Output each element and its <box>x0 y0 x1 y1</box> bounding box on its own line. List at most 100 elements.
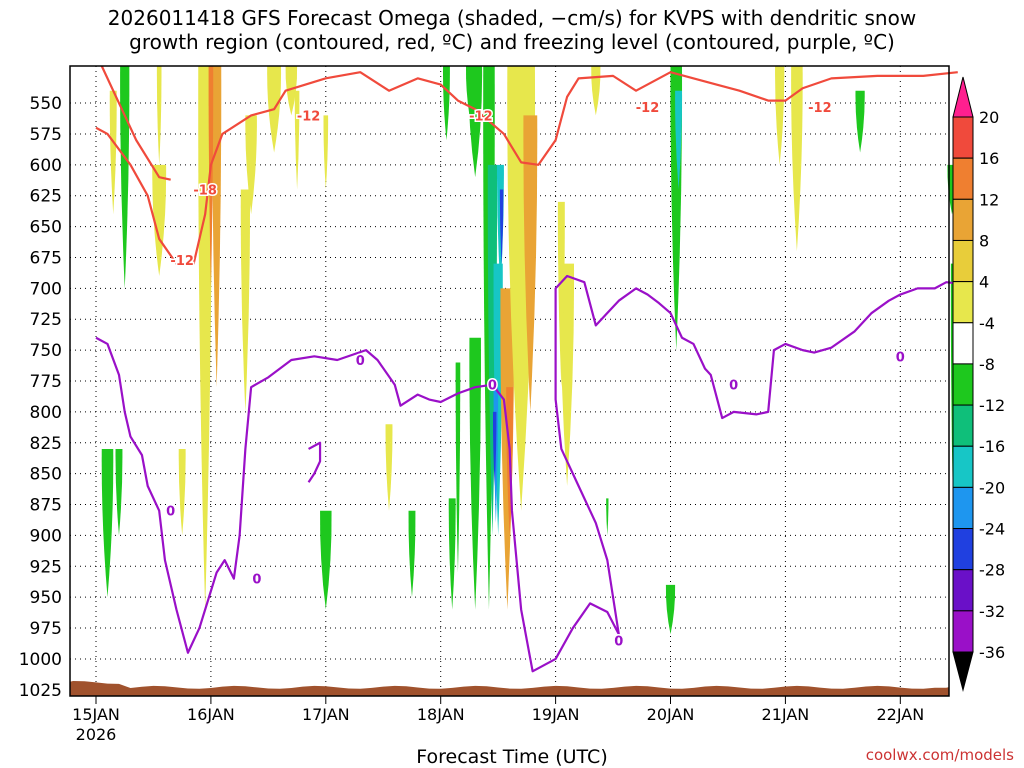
colorbar-label: -8 <box>979 355 995 374</box>
colorbar-segment <box>952 116 974 159</box>
omega-shade <box>285 66 298 116</box>
omega-shade <box>156 66 162 165</box>
omega-shade <box>675 90 683 190</box>
x-axis-label: Forecast Time (UTC) <box>416 746 608 768</box>
dendritic-contour-label: -12 <box>808 101 832 116</box>
colorbar-segment <box>952 445 974 488</box>
colorbar-segment <box>952 239 974 283</box>
colorbar-label: -20 <box>979 478 1005 497</box>
omega-shade <box>109 90 117 215</box>
y-tick-label: 750 <box>30 341 62 361</box>
colorbar-segment <box>952 198 974 241</box>
omega-shade <box>665 584 676 635</box>
colorbar-label: -24 <box>979 520 1005 539</box>
omega-shade <box>152 164 167 276</box>
y-tick-label: 600 <box>30 156 62 176</box>
freezing-contour-label: 0 <box>166 505 175 520</box>
omega-shade <box>245 115 257 215</box>
colorbar-segment <box>952 569 974 612</box>
dendritic-contour-label: -12 <box>636 101 660 116</box>
dendritic-contour <box>100 65 171 181</box>
y-tick-label: 825 <box>30 434 62 454</box>
omega-shade <box>791 66 803 252</box>
colorbar-label: -28 <box>979 561 1005 580</box>
x-year-label: 2026 <box>76 725 117 744</box>
freezing-contour-label: 0 <box>252 573 261 588</box>
y-tick-label: 975 <box>30 619 62 639</box>
colorbar-label: 8 <box>979 231 989 250</box>
freezing-level-contour <box>95 274 958 673</box>
omega-shade <box>855 90 865 153</box>
omega-shade <box>560 263 575 486</box>
omega-shade <box>455 362 461 573</box>
y-tick-label: 775 <box>30 372 62 392</box>
credit-link[interactable]: coolwx.com/models <box>865 746 1014 764</box>
y-tick-label: 800 <box>30 403 62 423</box>
omega-shade <box>208 66 214 289</box>
x-tick-label: 15JAN <box>72 705 120 724</box>
colorbar-segment <box>952 322 974 365</box>
y-tick-label: 900 <box>30 526 62 546</box>
colorbar-label: -4 <box>979 314 995 333</box>
omega-shade <box>523 115 538 412</box>
colorbar-segment <box>952 610 974 653</box>
colorbar-cap-top <box>952 76 974 118</box>
omega-shade <box>212 66 222 388</box>
colorbar-cap-bottom <box>952 651 974 692</box>
omega-shade <box>775 66 785 165</box>
dendritic-contour-label: -12 <box>469 109 493 124</box>
omega-shade <box>499 189 504 264</box>
colorbar-segment <box>952 157 974 200</box>
freezing-contour-label: 0 <box>488 379 497 394</box>
y-tick-label: 875 <box>30 496 62 516</box>
omega-shade <box>198 66 213 610</box>
freezing-contour-label: 0 <box>729 379 738 394</box>
colorbar-segment <box>952 486 974 530</box>
colorbar-label: 12 <box>979 190 999 209</box>
colorbar-label: -16 <box>979 437 1005 456</box>
omega-shade <box>606 498 609 536</box>
dendritic-contour-label: -18 <box>193 184 217 199</box>
omega-shade <box>320 510 332 610</box>
dendritic-contour-label: -12 <box>297 109 321 124</box>
omega-shade <box>178 448 186 536</box>
freezing-contour-label: 0 <box>896 350 905 365</box>
omega-shade <box>492 411 497 486</box>
omega-shade <box>557 201 565 388</box>
x-tick-label: 19JAN <box>532 705 580 724</box>
colorbar-label: -12 <box>979 396 1005 415</box>
colorbar-segment <box>952 363 974 406</box>
x-tick-label: 20JAN <box>647 705 695 724</box>
omega-shade <box>442 66 450 141</box>
omega-shade <box>120 66 130 289</box>
omega-shade <box>385 424 393 511</box>
y-tick-label: 1025 <box>19 681 62 701</box>
freezing-contour-label: 0 <box>356 354 365 369</box>
y-tick-label: 725 <box>30 310 62 330</box>
omega-shade <box>469 337 481 610</box>
y-tick-label: 700 <box>30 279 62 299</box>
omega-shade <box>101 448 114 598</box>
colorbar-segment <box>952 281 974 324</box>
omega-shade <box>591 66 601 116</box>
x-tick-label: 17JAN <box>302 705 350 724</box>
y-tick-label: 925 <box>30 557 62 577</box>
y-tick-label: 650 <box>30 218 62 238</box>
freezing-level-contour <box>307 441 322 483</box>
colorbar-label: -32 <box>979 602 1005 621</box>
omega-shade <box>487 164 498 536</box>
y-tick-label: 850 <box>30 465 62 485</box>
y-tick-label: 675 <box>30 248 62 268</box>
chart-title: 2026011418 GFS Forecast Omega (shaded, −… <box>107 6 917 54</box>
y-tick-label: 575 <box>30 125 62 145</box>
plot-frame <box>69 65 950 697</box>
freezing-contour-label: 0 <box>614 634 623 649</box>
colorbar-segment <box>952 404 974 447</box>
omega-shade <box>408 510 416 598</box>
omega-shade <box>294 90 300 190</box>
x-tick-label: 16JAN <box>187 705 235 724</box>
omega-shade <box>323 115 329 190</box>
colorbar-label: 4 <box>979 273 989 292</box>
x-tick-label: 18JAN <box>417 705 465 724</box>
